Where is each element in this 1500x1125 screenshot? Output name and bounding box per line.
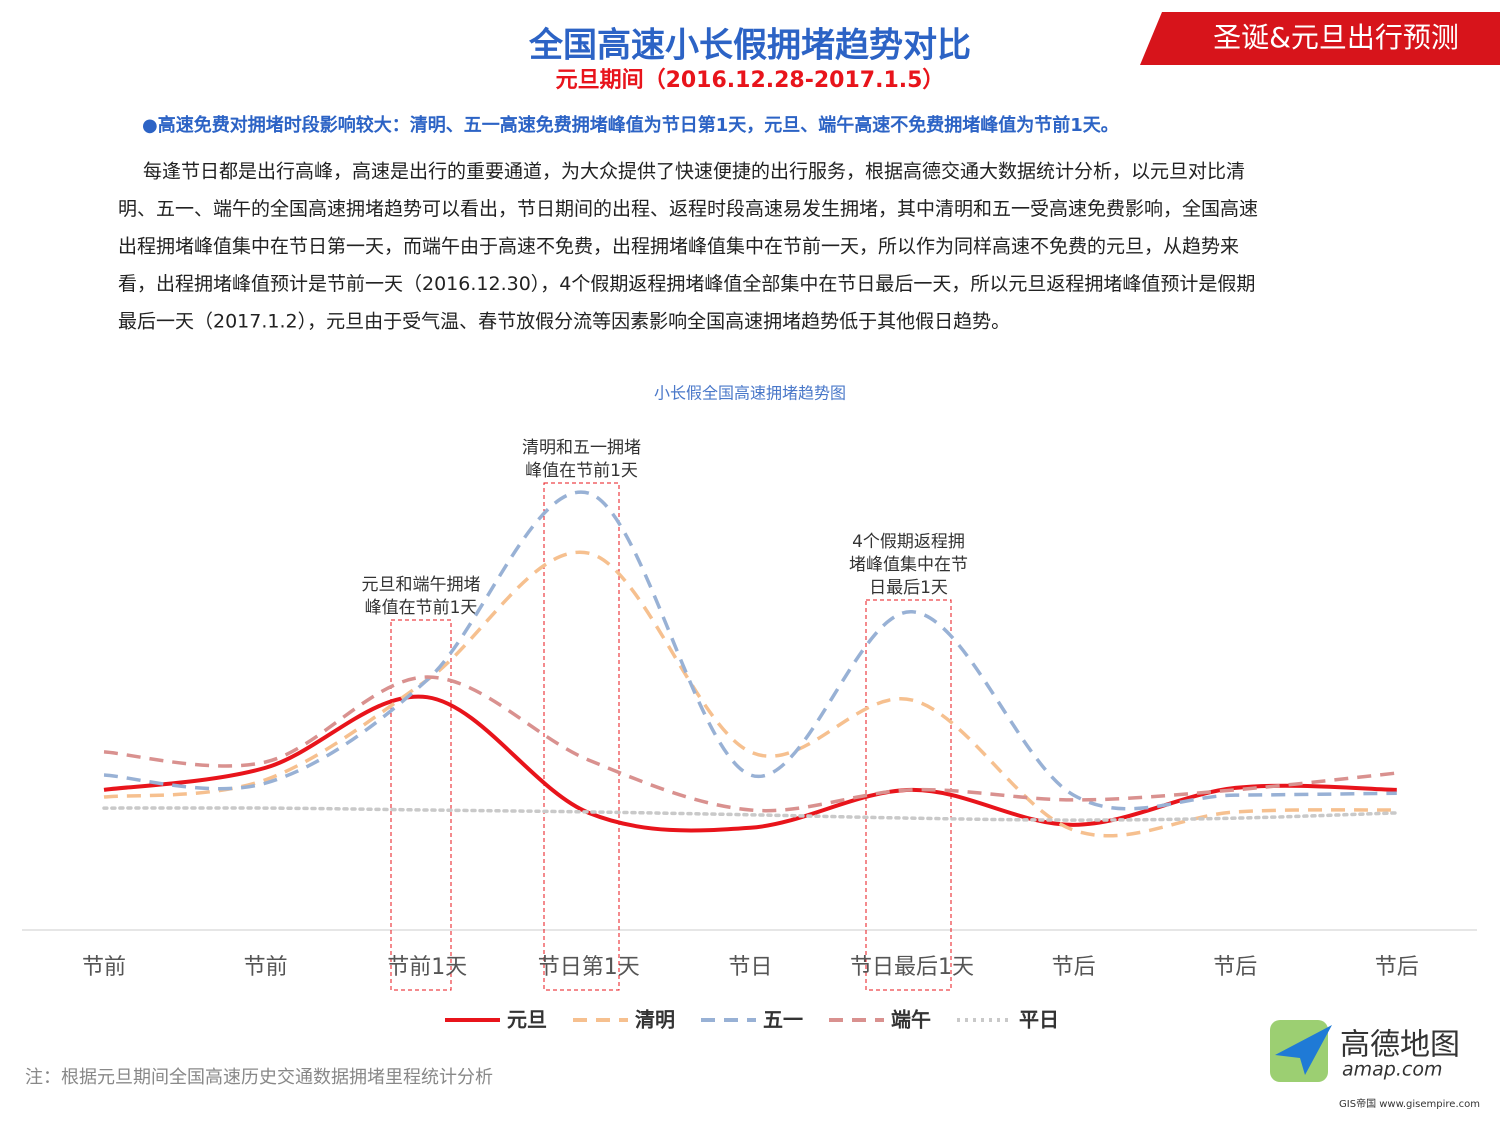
paragraph-line: 最后一天（2017.1.2），元旦由于受气温、春节放假分流等因素影响全国高速拥堵… <box>118 311 1010 333</box>
x-tick-label: 节日第1天 <box>538 955 640 980</box>
logo-plane <box>1275 1025 1332 1075</box>
tag: 圣诞&元旦出行预测 <box>1213 21 1459 54</box>
paragraph-line: 出程拥堵峰值集中在节日第一天，而端午由于高速不免费，出程拥堵峰值集中在节前一天，… <box>118 236 1239 258</box>
legend-label: 五一 <box>763 1008 803 1032</box>
annotation: 4个假期返程拥 <box>852 532 965 552</box>
subtitle: 元旦期间（2016.12.28-2017.1.5） <box>556 68 945 93</box>
logo-url: amap.com <box>1342 1059 1442 1081</box>
series-line <box>103 550 1397 838</box>
watermark: GIS帝国 www.gisempire.com <box>1339 1097 1480 1110</box>
legend-label: 清明 <box>635 1008 675 1032</box>
paragraph-line: 看，出程拥堵峰值预计是节前一天（2016.12.30），4个假期返程拥堵峰值全部… <box>118 273 1255 295</box>
annotation: 元旦和端午拥堵 <box>362 575 481 595</box>
x-tick-label: 节前 <box>244 955 288 980</box>
title: 全国高速小长假拥堵趋势对比 <box>528 26 971 66</box>
annotation-box <box>390 619 452 991</box>
paragraph-line: 每逢节日都是出行高峰，高速是出行的重要通道，为大众提供了快速便捷的出行服务，根据… <box>143 161 1245 183</box>
legend-label: 平日 <box>1019 1008 1059 1032</box>
x-tick-label: 节后 <box>1375 955 1419 980</box>
series-line <box>103 490 1397 811</box>
x-tick-label: 节后 <box>1213 955 1257 980</box>
series-line <box>103 675 1397 813</box>
annotation: 日最后1天 <box>869 578 948 598</box>
x-tick-label: 节前 <box>82 955 126 980</box>
annotation: 峰值在节前1天 <box>525 461 638 481</box>
x-tick-label: 节后 <box>1052 955 1096 980</box>
x-tick-label: 节日最后1天 <box>850 955 974 980</box>
legend-label: 端午 <box>891 1008 931 1032</box>
logo-name: 高德地图 <box>1340 1028 1460 1063</box>
bullet: ●高速免费对拥堵时段影响较大：清明、五一高速免费拥堵峰值为节日第1天，元旦、端午… <box>142 114 1119 136</box>
x-tick-label: 节前1天 <box>387 955 467 980</box>
annotation-box <box>543 482 620 991</box>
chart-title: 小长假全国高速拥堵趋势图 <box>654 384 846 403</box>
x-tick-label: 节日 <box>728 955 772 980</box>
note: 注：根据元旦期间全国高速历史交通数据拥堵里程统计分析 <box>25 1067 493 1088</box>
paragraph-line: 明、五一、端午的全国高速拥堵趋势可以看出，节日期间的出程、返程时段高速易发生拥堵… <box>118 198 1258 220</box>
legend-label: 元旦 <box>507 1008 547 1032</box>
annotation: 峰值在节前1天 <box>365 598 478 618</box>
annotation: 清明和五一拥堵 <box>522 438 641 458</box>
tag-bg <box>1140 12 1500 65</box>
series-line <box>102 806 1399 822</box>
annotation: 堵峰值集中在节 <box>849 555 968 575</box>
series-line <box>103 694 1397 833</box>
